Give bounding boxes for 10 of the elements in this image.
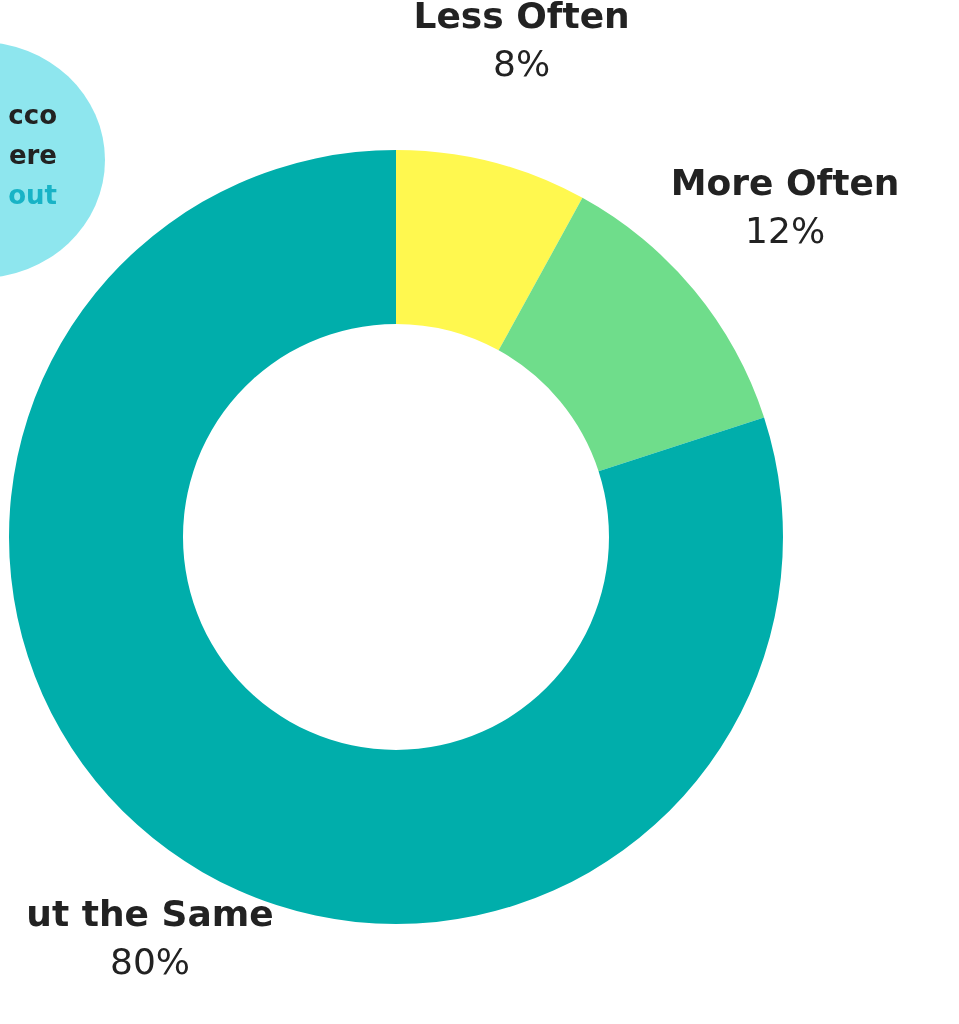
- text: cco: [8, 100, 57, 130]
- data-label: 8%: [493, 42, 551, 84]
- data-label: 80%: [109, 940, 191, 982]
- slice-label: Less Often: [413, 0, 630, 36]
- slice-label: ut the Same: [26, 892, 274, 934]
- slice-label: More Often: [670, 162, 900, 204]
- data-label: 12%: [745, 210, 826, 252]
- text: out: [8, 180, 57, 210]
- donut-slice: [396, 150, 583, 351]
- text: ere: [8, 140, 57, 170]
